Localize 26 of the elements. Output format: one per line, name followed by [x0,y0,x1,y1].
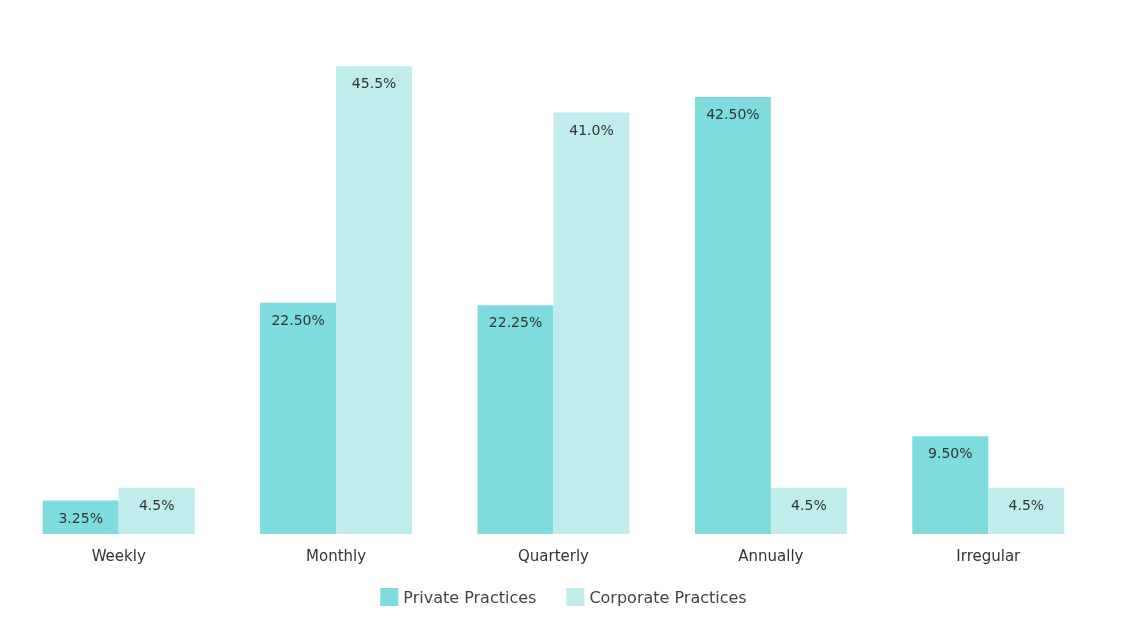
data-label: 3.25% [58,509,103,526]
legend-label: Corporate Practices [589,587,747,607]
data-label: 4.5% [1008,496,1045,513]
data-label: 45.5% [351,75,397,92]
bar [988,487,1065,534]
x-tick-label: Monthly [306,546,367,565]
data-label: 22.50% [271,311,325,328]
x-tick-label: Quarterly [518,546,590,565]
bar [118,487,195,534]
bar [336,66,413,534]
x-tick-label: Irregular [956,546,1022,565]
data-label: 4.5% [791,496,827,513]
bar [912,436,989,534]
bar [694,97,771,534]
bar [770,487,847,534]
data-label: 4.5% [138,496,175,513]
legend-label: Private Practices [403,587,537,607]
x-tick-label: Weekly [91,546,146,565]
bar [260,302,337,534]
data-label: 9.50% [928,445,973,462]
data-label: 22.25% [488,314,543,331]
bar [477,305,554,534]
x-tick-label: Annually [738,546,804,565]
data-label: 41.0% [569,121,614,138]
bar [553,112,630,534]
data-label: 42.50% [706,106,760,123]
